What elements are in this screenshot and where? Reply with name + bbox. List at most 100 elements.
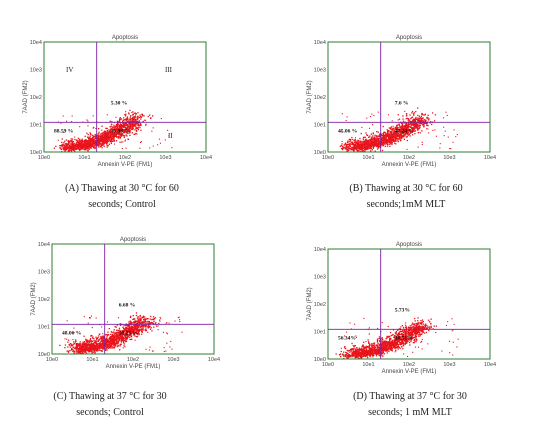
event-dot	[427, 114, 429, 116]
event-dot	[103, 133, 106, 135]
event-dot	[402, 336, 404, 338]
event-dot	[117, 330, 119, 332]
event-dot	[53, 147, 55, 149]
event-dot	[129, 125, 131, 127]
event-dot	[107, 345, 109, 347]
event-dot	[133, 332, 135, 335]
event-dot	[133, 123, 135, 126]
event-dot	[99, 347, 101, 349]
event-dot	[100, 135, 103, 137]
event-dot	[145, 348, 147, 350]
event-dot	[142, 315, 145, 317]
event-dot	[400, 125, 402, 127]
event-dot	[101, 345, 103, 348]
event-dot	[81, 349, 83, 351]
event-dot	[383, 141, 385, 143]
event-dot	[376, 137, 378, 139]
event-dot	[89, 344, 91, 346]
event-dot	[100, 140, 102, 142]
event-dot	[400, 136, 402, 138]
event-dot	[114, 345, 116, 347]
event-dot	[107, 132, 109, 134]
event-dot	[375, 143, 377, 145]
event-dot	[125, 127, 127, 129]
y-axis-label: 7AAD (FM2)	[31, 282, 37, 315]
event-dot	[137, 316, 139, 318]
event-dot	[157, 329, 159, 331]
event-dot	[98, 146, 100, 148]
event-dot	[113, 136, 115, 138]
event-dot	[118, 131, 120, 133]
event-dot	[91, 143, 93, 145]
event-dot	[398, 137, 401, 139]
event-dot	[408, 129, 410, 131]
event-dot	[140, 322, 142, 324]
event-dot	[92, 344, 95, 346]
event-dot	[102, 140, 104, 142]
event-dot	[403, 330, 405, 332]
event-dot	[376, 131, 378, 133]
event-dot	[103, 131, 105, 133]
event-dot	[128, 129, 130, 132]
event-dot	[421, 144, 423, 146]
event-dot	[382, 142, 384, 144]
event-dot	[370, 148, 372, 150]
event-dot	[390, 142, 392, 144]
event-dot	[354, 137, 356, 139]
event-dot	[134, 321, 136, 323]
event-dot	[372, 142, 374, 144]
event-dot	[369, 145, 371, 147]
event-dot	[439, 143, 441, 145]
event-dot	[375, 138, 377, 140]
event-dot	[105, 127, 107, 129]
value-upper-right: 6.68 %	[119, 302, 136, 308]
event-dot	[132, 330, 134, 332]
event-dot	[116, 324, 118, 326]
event-dot	[93, 136, 95, 138]
event-dot	[129, 131, 131, 133]
event-dot	[384, 145, 386, 148]
event-dot	[120, 135, 123, 137]
event-dot	[119, 349, 121, 351]
event-dot	[371, 136, 373, 138]
event-dot	[102, 139, 104, 141]
event-dot	[137, 115, 139, 118]
event-dot	[70, 146, 72, 148]
event-dot	[130, 329, 132, 331]
event-dot	[367, 341, 370, 343]
event-dot	[111, 340, 113, 342]
event-dot	[139, 317, 141, 319]
event-dot	[87, 344, 89, 347]
event-dot	[351, 141, 353, 143]
event-dot	[98, 339, 100, 342]
event-dot	[119, 130, 122, 132]
event-dot	[132, 122, 134, 124]
event-dot	[125, 337, 127, 339]
event-dot	[87, 137, 90, 139]
event-dot	[387, 137, 389, 140]
event-dot	[409, 135, 411, 137]
event-dot	[148, 325, 150, 327]
event-dot	[151, 350, 153, 352]
event-dot	[148, 326, 150, 328]
event-dot	[107, 132, 110, 134]
event-dot	[135, 129, 138, 131]
event-dot	[389, 132, 391, 134]
event-dot	[103, 335, 105, 338]
event-dot	[358, 149, 360, 152]
event-dot	[76, 350, 78, 353]
event-dot	[80, 343, 82, 345]
event-dot	[361, 144, 363, 146]
event-dot	[143, 318, 145, 320]
event-dot	[372, 132, 374, 134]
event-dot	[453, 129, 455, 131]
event-dot	[364, 150, 366, 153]
event-dot	[139, 325, 141, 327]
event-dot	[347, 354, 349, 356]
event-dot	[111, 331, 113, 334]
event-dot	[420, 120, 422, 122]
event-dot	[431, 112, 434, 114]
event-dot	[129, 130, 132, 132]
event-dot	[89, 339, 91, 341]
